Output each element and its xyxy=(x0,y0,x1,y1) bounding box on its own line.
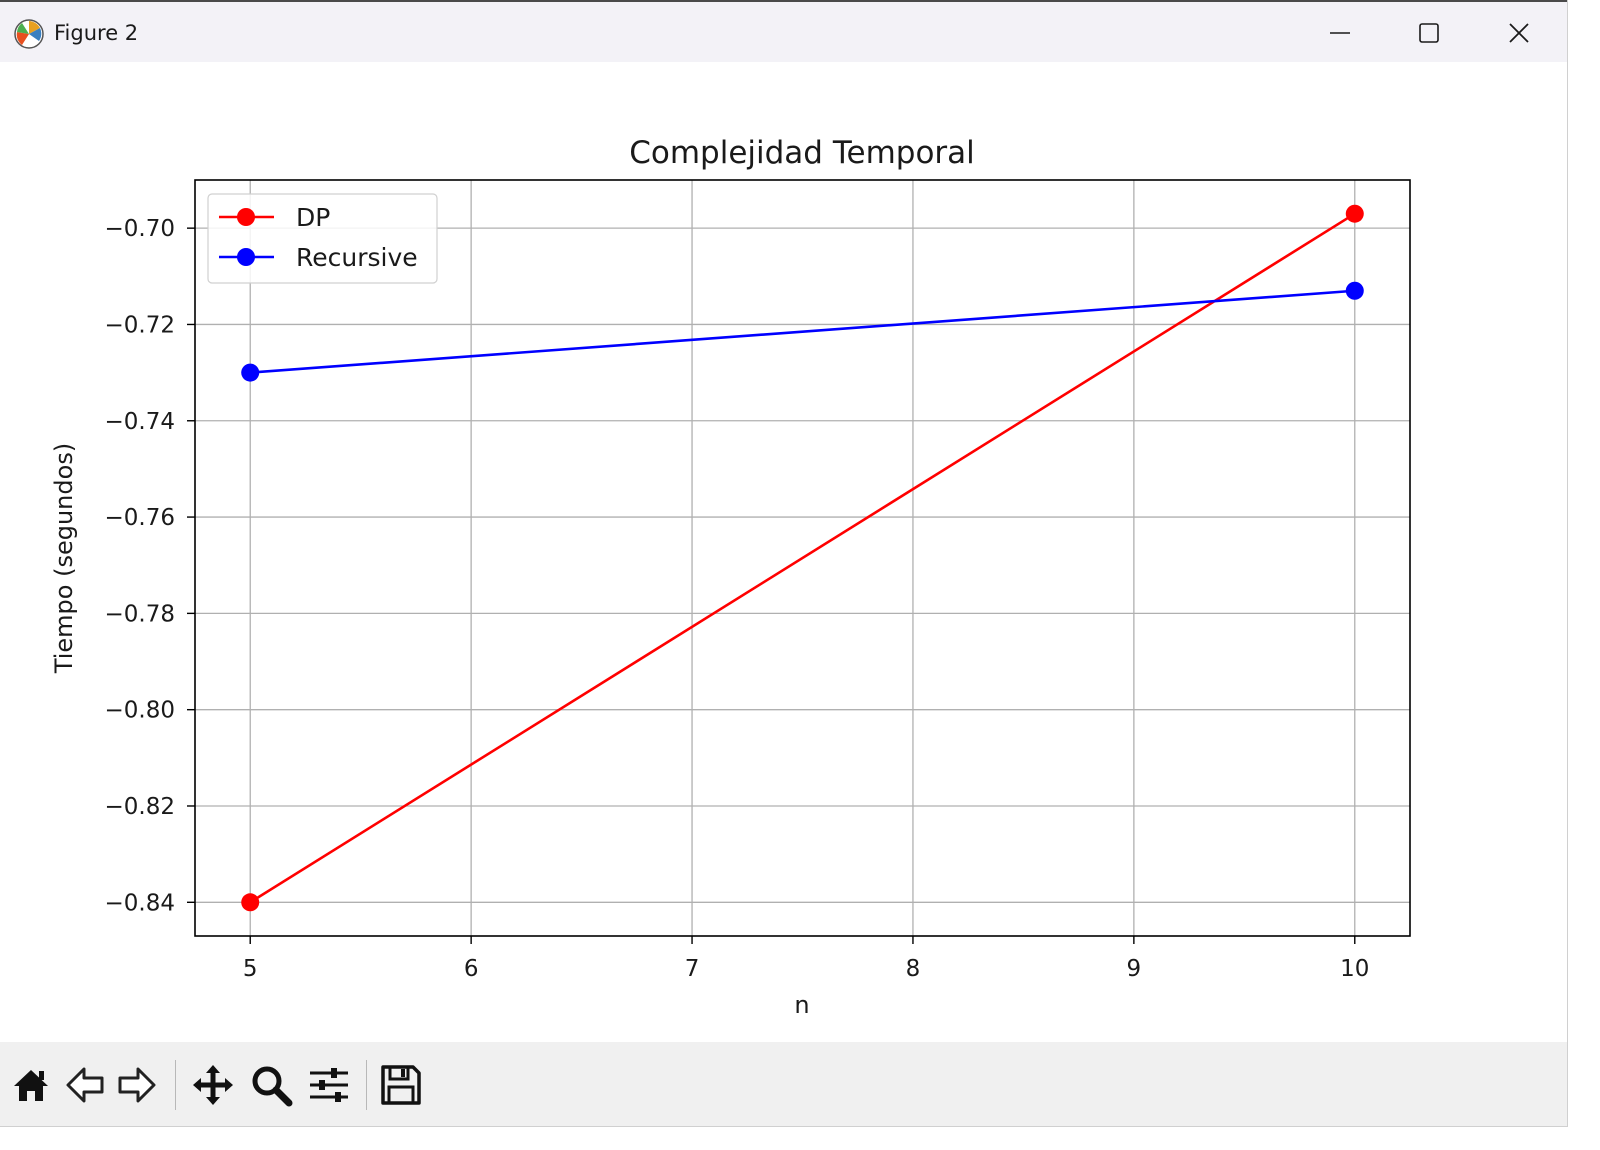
maximize-icon xyxy=(1419,23,1439,43)
minimize-icon xyxy=(1330,32,1350,34)
axis-ticks: 5 6 7 8 9 10 −0.70 −0.72 −0.74 −0.76 −0.78 −0.80 −0.… xyxy=(105,216,1370,982)
close-button[interactable] xyxy=(1491,10,1547,56)
window-title: Figure 2 xyxy=(54,21,139,45)
y-tick-label: −0.76 xyxy=(105,505,175,531)
pan-button[interactable] xyxy=(190,1062,236,1108)
series-layer xyxy=(241,204,1364,912)
data-point-dp xyxy=(1345,204,1364,223)
forward-arrow-icon xyxy=(118,1067,156,1103)
x-axis-label: n xyxy=(794,991,809,1019)
home-icon xyxy=(14,1070,48,1101)
toolbar-separator xyxy=(175,1060,176,1110)
legend-label-recursive: Recursive xyxy=(296,243,418,272)
toolbar-separator xyxy=(366,1060,367,1110)
home-button[interactable] xyxy=(8,1062,54,1108)
save-icon xyxy=(381,1065,421,1105)
plot-area-frame xyxy=(194,179,1411,937)
data-point-recursive xyxy=(241,363,260,382)
configure-subplots-button[interactable] xyxy=(306,1062,352,1108)
y-tick-label: −0.72 xyxy=(105,312,175,338)
zoom-icon xyxy=(252,1066,293,1107)
y-tick-label: −0.80 xyxy=(105,698,175,724)
save-button[interactable] xyxy=(378,1062,424,1108)
x-tick-label: 9 xyxy=(1127,956,1142,982)
y-tick-label: −0.70 xyxy=(105,216,175,242)
series-line-dp xyxy=(249,212,1356,904)
y-axis-label: Tiempo (segundos) xyxy=(50,443,78,674)
forward-button[interactable] xyxy=(114,1062,160,1108)
x-tick-label: 10 xyxy=(1340,956,1369,982)
minimize-button[interactable] xyxy=(1312,10,1368,56)
figure-canvas[interactable]: 5 6 7 8 9 10 −0.70 −0.72 −0.74 −0.76 −0.78 −0.80 −0.… xyxy=(0,62,1567,1042)
figure-window: Figure 2 5 6 7 8 9 10 −0.70 −0.72 −0.74 −0.76 −0.7… xyxy=(0,0,1568,1127)
x-tick-label: 6 xyxy=(464,956,479,982)
title-bar[interactable]: Figure 2 xyxy=(0,0,1567,62)
y-tick-label: −0.78 xyxy=(105,601,175,627)
data-point-recursive xyxy=(1345,281,1364,300)
zoom-button[interactable] xyxy=(248,1062,294,1108)
configure-subplots-icon xyxy=(310,1068,348,1102)
x-tick-label: 5 xyxy=(243,956,258,982)
data-point-dp xyxy=(241,893,260,912)
y-tick-label: −0.84 xyxy=(105,890,175,916)
maximize-button[interactable] xyxy=(1401,10,1457,56)
navigation-toolbar xyxy=(0,1042,1567,1126)
legend-label-dp: DP xyxy=(296,203,330,232)
matplotlib-logo-icon xyxy=(14,19,44,49)
pan-icon xyxy=(193,1065,233,1105)
line-chart[interactable]: 5 6 7 8 9 10 −0.70 −0.72 −0.74 −0.76 −0.78 −0.80 −0.… xyxy=(0,62,1567,1042)
chart-title: Complejidad Temporal xyxy=(629,135,975,171)
series-line-recursive xyxy=(250,289,1355,374)
legend: DP Recursive xyxy=(207,193,438,284)
y-tick-label: −0.74 xyxy=(105,409,175,435)
y-tick-label: −0.82 xyxy=(105,794,175,820)
x-tick-label: 7 xyxy=(685,956,700,982)
close-icon xyxy=(1509,23,1529,43)
back-button[interactable] xyxy=(62,1062,108,1108)
legend-marker-dp xyxy=(237,208,255,226)
back-arrow-icon xyxy=(66,1067,104,1103)
x-tick-label: 8 xyxy=(906,956,921,982)
legend-marker-recursive xyxy=(237,248,255,266)
